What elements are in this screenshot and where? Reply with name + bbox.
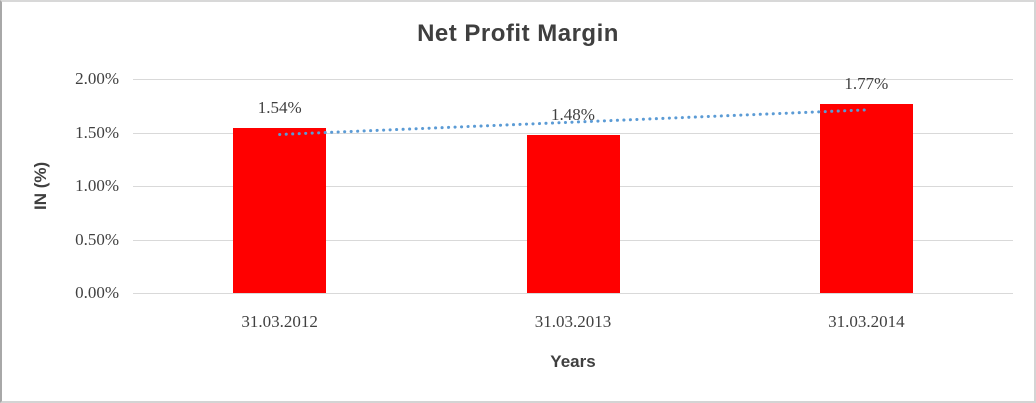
bar-data-label: 1.54%: [257, 98, 302, 118]
y-tick-label: 1.50%: [75, 122, 119, 142]
bar: [526, 134, 620, 293]
x-tick-label: 31.03.2012: [241, 312, 318, 331]
x-tick-label: 31.03.2014: [828, 312, 905, 331]
x-axis-title: Years: [550, 352, 596, 371]
gridline: [133, 292, 1013, 294]
bar-data-label: 1.77%: [844, 73, 889, 93]
y-tick-label: 0.00%: [75, 283, 119, 302]
y-tick-label: 0.50%: [75, 229, 119, 249]
bar: [233, 128, 327, 293]
x-tick-label: 31.03.2013: [534, 312, 612, 331]
y-tick-label: 1.00%: [75, 176, 119, 195]
y-tick-label: 2.00%: [75, 69, 119, 88]
chart-title: Net Profit Margin: [417, 20, 619, 47]
bar-data-label: 1.48%: [551, 104, 595, 124]
bar: [819, 103, 913, 293]
gridline: [133, 78, 1013, 80]
